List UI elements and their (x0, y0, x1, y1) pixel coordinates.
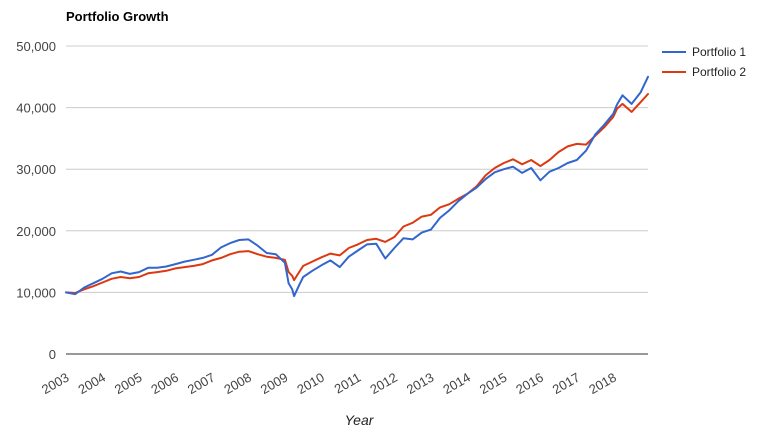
x-tick-label: 2003 (39, 370, 72, 397)
x-tick-label: 2017 (550, 370, 583, 397)
legend-label: Portfolio 2 (692, 65, 746, 79)
x-tick-label: 2015 (477, 370, 510, 397)
x-tick-label: 2016 (513, 370, 546, 397)
series-line-portfolio-2 (65, 93, 649, 294)
legend: Portfolio 1 Portfolio 2 (662, 45, 746, 79)
x-axis-ticks: 2003 2004 2005 2006 2007 2008 2009 2010 2011 2012… (39, 370, 619, 397)
x-tick-label: 2012 (367, 370, 400, 397)
x-tick-label: 2004 (75, 370, 108, 397)
gridlines (66, 45, 648, 293)
x-tick-label: 2010 (294, 370, 327, 397)
x-axis-label: Year (345, 412, 375, 428)
x-tick-label: 2013 (404, 370, 437, 397)
x-tick-label: 2011 (332, 370, 364, 397)
legend-label: Portfolio 1 (692, 45, 746, 59)
x-tick-label: 2007 (185, 370, 218, 397)
x-tick-label: 2006 (148, 370, 181, 397)
x-tick-label: 2014 (440, 370, 473, 397)
series-lines (65, 75, 649, 298)
series-line-portfolio-1 (65, 75, 649, 298)
x-tick-label: 2009 (258, 370, 291, 397)
y-tick-label: 40,000 (16, 101, 56, 116)
chart-title: Portfolio Growth (66, 9, 169, 24)
y-tick-label: 30,000 (16, 162, 56, 177)
y-tick-label: 20,000 (16, 224, 56, 239)
y-tick-label: 10,000 (16, 285, 56, 300)
x-tick-label: 2008 (221, 370, 254, 397)
y-tick-label: 50,000 (16, 39, 56, 54)
y-tick-label: 0 (49, 347, 56, 362)
y-axis-ticks: 0 10,000 20,000 30,000 40,000 50,000 (16, 39, 56, 362)
x-tick-label: 2005 (112, 370, 145, 397)
x-tick-label: 2018 (586, 370, 619, 397)
